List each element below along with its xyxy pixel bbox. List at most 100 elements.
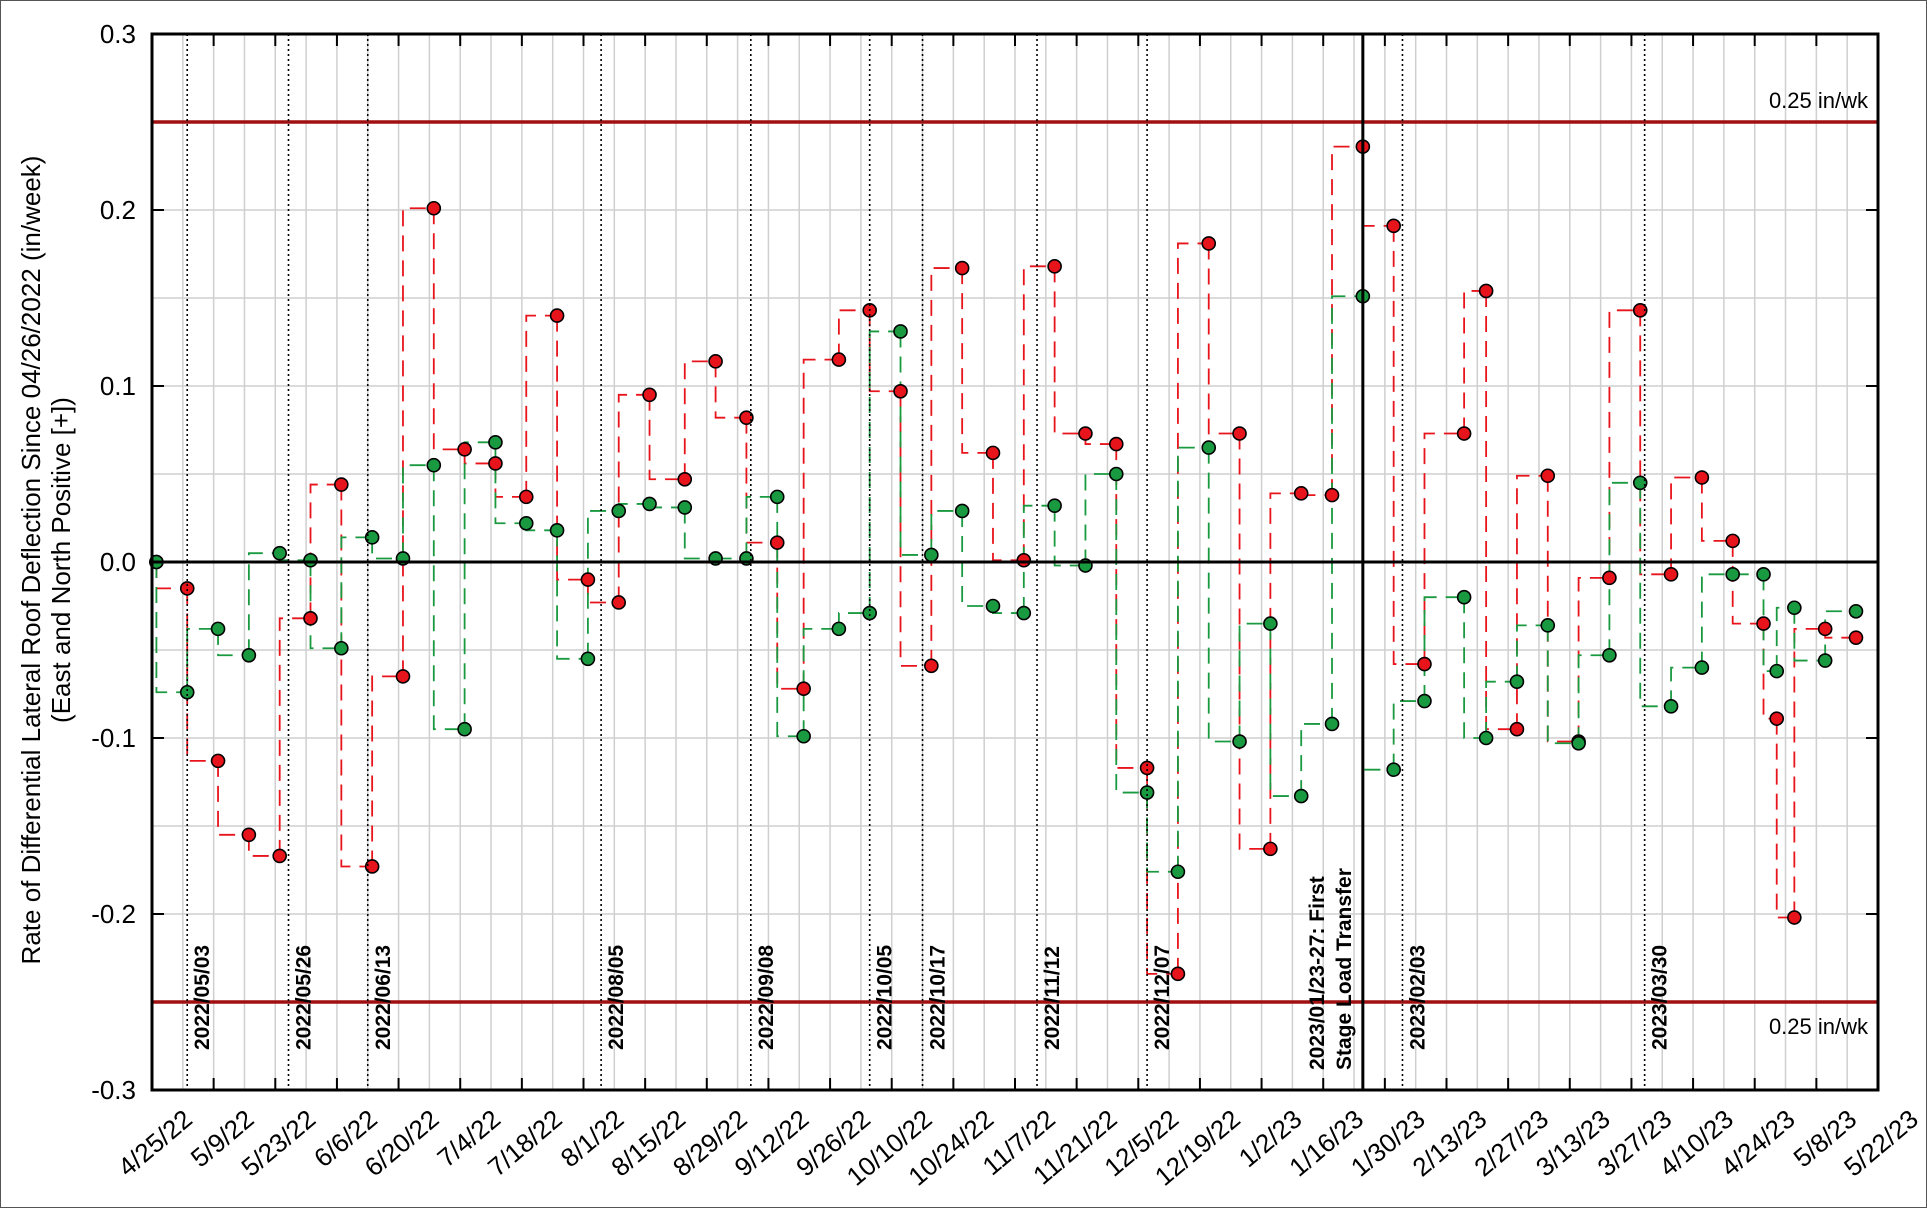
point bbox=[1232, 426, 1247, 441]
step-line bbox=[992, 452, 1024, 562]
step-line bbox=[1115, 474, 1148, 794]
point bbox=[1663, 699, 1679, 714]
point bbox=[1263, 841, 1278, 857]
step-line bbox=[1207, 243, 1240, 435]
point bbox=[334, 477, 349, 492]
step-line bbox=[776, 496, 804, 738]
event-label: 2023/03/30 bbox=[1649, 945, 1672, 1050]
point bbox=[1417, 656, 1432, 672]
step-line bbox=[802, 627, 839, 737]
point bbox=[1139, 760, 1155, 776]
point bbox=[518, 515, 534, 531]
point bbox=[1170, 864, 1186, 880]
point bbox=[303, 611, 318, 626]
point bbox=[611, 503, 627, 519]
step-line bbox=[217, 628, 249, 657]
step-line bbox=[1146, 792, 1178, 873]
point bbox=[1047, 259, 1062, 274]
point bbox=[1108, 436, 1124, 452]
point bbox=[1386, 218, 1401, 234]
step-line bbox=[587, 579, 619, 604]
step-line bbox=[1177, 242, 1209, 974]
y-axis-label: Rate of Differential Lateral Roof Deflec… bbox=[16, 156, 46, 965]
step-line bbox=[340, 536, 373, 649]
point bbox=[642, 496, 657, 512]
y-tick-label: 0.1 bbox=[100, 371, 136, 401]
point bbox=[1456, 426, 1472, 441]
point bbox=[924, 658, 939, 674]
point bbox=[1293, 486, 1309, 501]
step-line bbox=[309, 483, 342, 619]
y-tick-label: 0.3 bbox=[100, 19, 136, 49]
event-label: 2022/10/05 bbox=[874, 945, 897, 1050]
point bbox=[1263, 616, 1278, 631]
point bbox=[1663, 567, 1679, 582]
step-line bbox=[930, 267, 963, 666]
step-line bbox=[432, 208, 465, 451]
point bbox=[769, 489, 785, 505]
point bbox=[1602, 570, 1617, 586]
point bbox=[642, 387, 657, 403]
point bbox=[210, 621, 226, 637]
point bbox=[1108, 466, 1124, 482]
point bbox=[1456, 589, 1472, 605]
point bbox=[272, 545, 287, 561]
step-line bbox=[683, 360, 716, 480]
event-label: 2022/08/05 bbox=[605, 945, 628, 1050]
point bbox=[488, 456, 503, 471]
point bbox=[893, 324, 908, 339]
point bbox=[1540, 618, 1556, 633]
event-label: Stage Load Transfer bbox=[1333, 868, 1356, 1070]
step-line bbox=[1392, 225, 1425, 665]
point bbox=[862, 605, 877, 621]
step-line bbox=[402, 464, 434, 559]
step-line bbox=[1793, 627, 1826, 918]
step-line bbox=[1463, 597, 1487, 739]
y-tick-label: 0.2 bbox=[100, 195, 136, 225]
point bbox=[893, 383, 908, 399]
point bbox=[831, 621, 847, 637]
step-line bbox=[1146, 767, 1178, 975]
step-line bbox=[1463, 290, 1487, 434]
point bbox=[985, 445, 1001, 461]
point bbox=[364, 530, 380, 545]
point bbox=[303, 552, 318, 568]
step-line bbox=[1238, 622, 1271, 742]
step-line bbox=[155, 562, 188, 694]
point bbox=[364, 859, 380, 874]
point bbox=[1848, 630, 1864, 645]
step-line bbox=[247, 552, 280, 656]
step-line bbox=[1022, 504, 1055, 614]
step-line bbox=[278, 617, 311, 856]
point bbox=[395, 669, 411, 684]
step-line bbox=[1639, 310, 1672, 576]
point bbox=[272, 848, 287, 864]
step-line bbox=[1670, 666, 1702, 707]
step-line bbox=[745, 495, 778, 559]
step-line bbox=[776, 542, 804, 690]
step-line bbox=[961, 510, 993, 607]
point bbox=[924, 547, 939, 563]
point bbox=[580, 572, 596, 587]
point bbox=[1787, 600, 1802, 616]
point bbox=[241, 647, 257, 663]
point bbox=[769, 535, 785, 550]
point bbox=[739, 410, 754, 425]
step-line bbox=[556, 315, 588, 581]
step-line bbox=[432, 465, 465, 731]
point bbox=[1139, 785, 1155, 800]
point bbox=[1016, 552, 1032, 568]
step-line bbox=[1238, 433, 1271, 850]
point bbox=[426, 200, 442, 216]
step-line bbox=[683, 507, 716, 560]
point bbox=[1725, 533, 1740, 549]
step-line bbox=[556, 530, 588, 660]
point bbox=[334, 640, 349, 656]
step-line bbox=[186, 627, 219, 693]
point bbox=[549, 523, 565, 538]
step-line bbox=[1485, 680, 1517, 738]
point bbox=[210, 753, 226, 769]
point bbox=[1756, 567, 1771, 582]
point bbox=[1201, 236, 1217, 251]
point bbox=[457, 442, 472, 457]
